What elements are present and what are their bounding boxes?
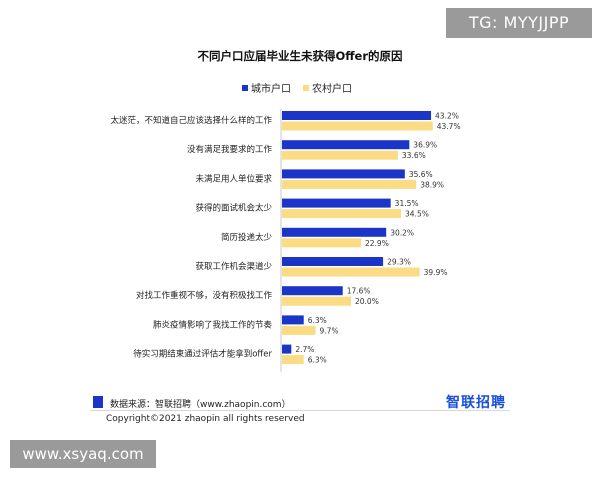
data-label: 36.9% — [413, 141, 437, 150]
category-label: 获得的面试机会太少 — [195, 203, 272, 214]
bar-rural — [282, 209, 402, 219]
data-label: 33.6% — [402, 151, 426, 160]
legend-swatch-urban — [242, 84, 248, 91]
bar-urban — [282, 257, 384, 266]
data-label: 31.5% — [395, 199, 419, 208]
bar-rural — [282, 296, 351, 306]
legend-item-rural: 农村户口 — [303, 80, 352, 95]
bar-urban — [282, 227, 387, 237]
data-source: 数据来源：智联招聘（www.zhaopin.com） — [110, 400, 291, 410]
bar-rural — [282, 325, 316, 335]
category-label: 简历投递太少 — [221, 232, 273, 243]
data-label: 6.3% — [308, 356, 327, 365]
watermark-tg: TG: MYYJJPP — [446, 8, 592, 38]
bar-urban — [282, 198, 391, 208]
data-label: 35.6% — [409, 170, 433, 179]
data-label: 30.2% — [390, 228, 414, 237]
bar-rural — [282, 355, 304, 365]
legend: 城市户口 农村户口 — [242, 80, 352, 95]
bar-urban — [282, 315, 304, 325]
data-label: 39.9% — [424, 268, 448, 277]
data-label: 20.0% — [355, 297, 379, 306]
data-label: 43.2% — [435, 112, 459, 121]
legend-swatch-rural — [303, 84, 309, 91]
data-label: 29.3% — [387, 258, 411, 267]
category-label: 未满足用人单位要求 — [195, 173, 272, 184]
bar-urban — [282, 140, 410, 150]
chart-title: 不同户口应届毕业生未获得Offer的原因 — [197, 49, 403, 63]
category-label: 待实习期结束通过评估才能拿到offer — [133, 349, 272, 360]
bar-rural — [282, 179, 417, 189]
category-label: 没有满足我要求的工作 — [187, 144, 273, 155]
bar-urban — [282, 344, 292, 354]
data-label: 22.9% — [365, 239, 389, 248]
legend-label-urban: 城市户口 — [251, 84, 291, 95]
category-label: 获取工作机会渠道少 — [195, 261, 272, 272]
copyright: Copyright©2021 zhaopin all rights reserv… — [106, 414, 305, 424]
bar-rural — [282, 121, 433, 131]
data-label: 34.5% — [405, 210, 429, 219]
data-label: 9.7% — [319, 326, 338, 335]
legend-item-urban: 城市户口 — [242, 80, 291, 95]
data-label: 43.7% — [437, 122, 461, 131]
source-marker — [93, 396, 103, 408]
category-label: 太迷茫，不知道自己应该选择什么样的工作 — [110, 115, 272, 126]
category-label: 肺炎疫情影响了我找工作的节奏 — [153, 319, 273, 330]
bar-urban — [282, 169, 405, 179]
bar-rural — [282, 238, 362, 248]
bar-urban — [282, 286, 343, 296]
data-label: 17.6% — [347, 287, 371, 296]
watermark-site: www.xsyaq.com — [10, 440, 156, 468]
bar-rural — [282, 267, 420, 277]
data-label: 2.7% — [295, 345, 314, 354]
data-label: 6.3% — [308, 316, 327, 325]
legend-label-rural: 农村户口 — [312, 84, 352, 95]
bar-urban — [282, 111, 432, 120]
data-label: 38.9% — [420, 180, 444, 189]
brand-logo: 智联招聘 — [446, 395, 506, 411]
footer-divider — [90, 410, 510, 411]
category-label: 对找工作重视不够，没有积极找工作 — [136, 290, 273, 301]
bar-rural — [282, 150, 398, 160]
